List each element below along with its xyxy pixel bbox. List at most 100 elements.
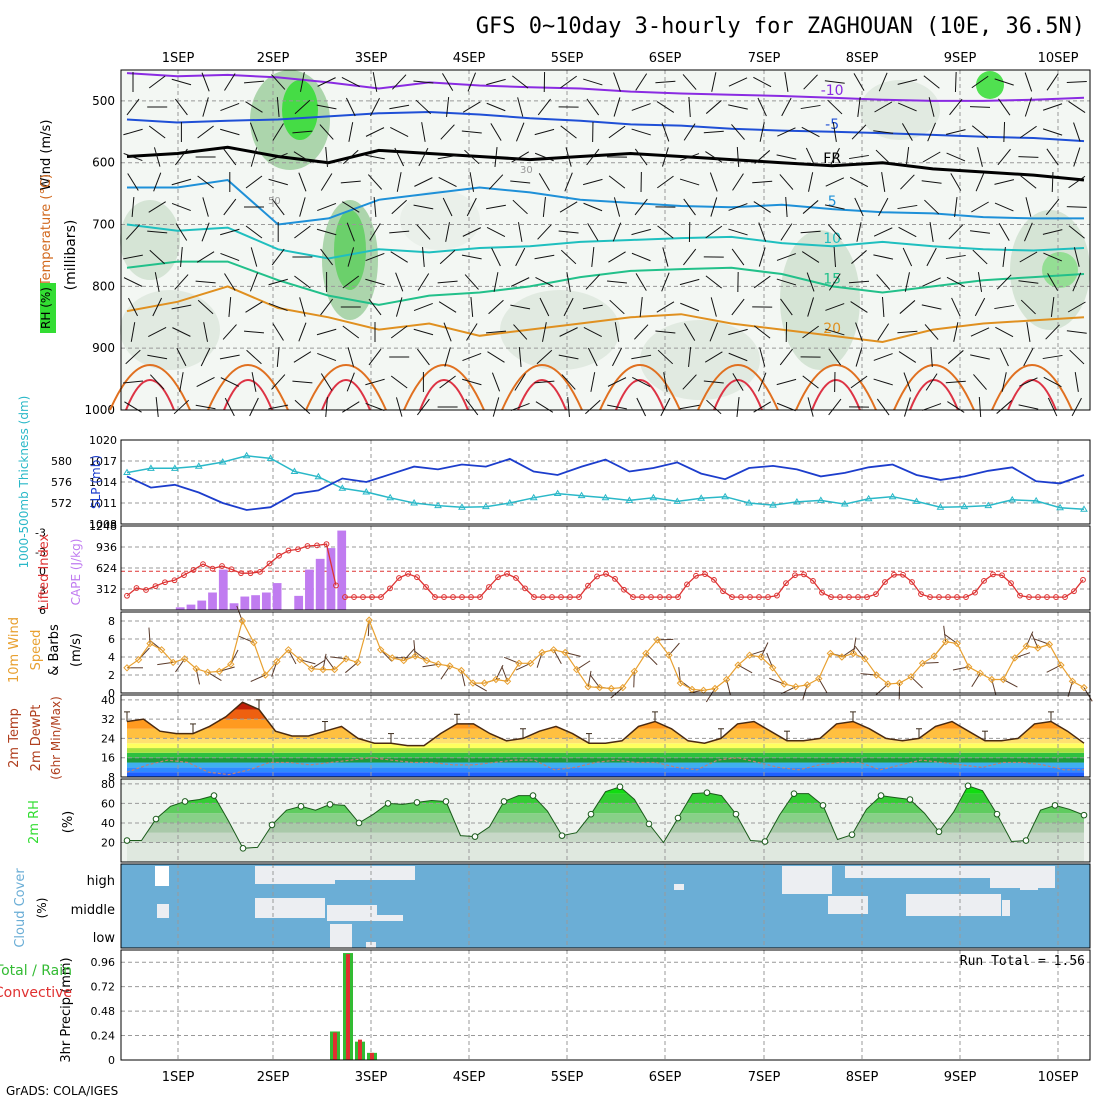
precip-conv-bar: [358, 1039, 362, 1060]
lifted-index-point: [276, 552, 282, 559]
thickness-point: [984, 501, 993, 509]
wind-speed-point: [630, 667, 639, 676]
wind-barb: [705, 275, 722, 289]
wind-speed-line: [126, 618, 1085, 691]
wind-tick: 0: [108, 687, 115, 700]
wind-speed-point: [469, 679, 477, 687]
temp-band: [127, 772, 1084, 777]
wind-speed-point: [204, 668, 212, 677]
date-label-top: 10SEP: [1038, 51, 1079, 66]
lifted-index-point: [882, 579, 888, 585]
wind-barb: [346, 372, 355, 392]
cloud-row-label: middle: [71, 903, 115, 918]
cloud-frame: [120, 863, 1091, 949]
wind-barb: [583, 178, 603, 186]
wind-barb: [271, 198, 285, 216]
wind-barb: [1042, 229, 1063, 235]
wind-barb: [873, 378, 893, 386]
ylabel-speed: Speed: [29, 630, 44, 671]
wind-barb: [372, 72, 378, 92]
thickness-point: [625, 496, 634, 503]
wind-barb: [150, 374, 165, 390]
wind-barb: [608, 251, 626, 263]
lifted-index-point: [837, 594, 843, 600]
wind-barb: [558, 354, 579, 360]
thickness-point: [529, 493, 538, 501]
wind-barb: [276, 346, 280, 368]
wind-barb: [390, 127, 409, 137]
wind-barb: [994, 179, 1015, 185]
warm-contour: [811, 379, 861, 411]
wind-barb: [802, 325, 819, 339]
wind-barb: [153, 172, 162, 192]
slp-thickness-panel: 1008 1011 1014 1017 1020 572 576 580 1000-500mb …: [17, 396, 1091, 568]
date-label-bottom: 3SEP: [355, 1070, 388, 1085]
wind-barb: [828, 398, 842, 416]
wind-barb: [971, 201, 989, 213]
cloud-cell: [990, 866, 1055, 888]
wind-barb: [780, 298, 793, 316]
wind-barb: [998, 223, 1010, 241]
lifted-index-point: [522, 585, 528, 592]
lifted-index-point: [266, 560, 273, 567]
lifted-index-point: [738, 594, 744, 600]
thickness-point: [123, 468, 131, 476]
rh-point: [877, 792, 885, 799]
wind-barb: [877, 323, 890, 341]
wind-barb: [537, 98, 551, 116]
rh-point: [761, 838, 769, 845]
lifted-index-point: [594, 573, 600, 580]
wind-speed-point: [861, 655, 869, 663]
wind-barb: [1071, 397, 1082, 417]
wind-barb: [953, 322, 959, 342]
wind-barb: [613, 72, 621, 92]
wind-barb: [614, 322, 620, 342]
wind-barb: [613, 97, 621, 117]
lifted-index-point: [747, 594, 753, 600]
wind-barb: [608, 175, 626, 189]
wind-speed-point: [330, 665, 339, 674]
wind-barb: [631, 228, 651, 236]
precip-tick: 0.24: [91, 1030, 116, 1043]
wind-barb: [417, 273, 430, 291]
wind-speed-point: [572, 665, 581, 674]
date-label-bottom: 7SEP: [748, 1070, 781, 1085]
wind-barb: [950, 173, 962, 191]
wind-barb: [994, 304, 1015, 310]
cape-tick: 624: [96, 562, 117, 575]
wind-barb: [656, 101, 675, 113]
wind-barb: [728, 203, 748, 211]
wind-speed-point: [607, 684, 615, 693]
pressure-tick: 500: [92, 94, 115, 108]
precip-tick: 0.72: [91, 981, 116, 994]
wind-barb: [438, 301, 457, 313]
thickness-point: [505, 499, 514, 506]
lifted-index-point: [486, 584, 492, 590]
wind-barb: [224, 397, 235, 417]
wind-barb: [243, 80, 265, 84]
wind-barb: [898, 351, 917, 363]
wind-barb: [728, 104, 748, 110]
wind-barb: [195, 404, 216, 410]
rh-point: [355, 819, 363, 827]
thickness-point: [338, 484, 347, 491]
wind-barb: [1018, 280, 1039, 284]
cloud-cell: [255, 898, 325, 918]
wind-barb: [731, 248, 745, 266]
wind-barb: [395, 272, 404, 292]
ylabel-cape: CAPE (J/kg): [69, 539, 83, 606]
wind-barb: [1018, 404, 1039, 410]
isotherm-label: 5: [828, 194, 837, 210]
lifted-index-point: [133, 585, 140, 591]
wind-speed-point: [215, 667, 223, 676]
wind-barb: [148, 201, 166, 213]
wind-barb: [510, 402, 530, 412]
wind-barb: [486, 204, 506, 210]
wind-barb: [583, 78, 603, 86]
wind-speed-point: [734, 661, 742, 669]
wind-barb: [179, 372, 184, 392]
wind-barb: [947, 401, 965, 413]
wind-barb: [876, 398, 890, 416]
wind-barb: [539, 297, 550, 317]
wind-barb: [806, 272, 815, 292]
